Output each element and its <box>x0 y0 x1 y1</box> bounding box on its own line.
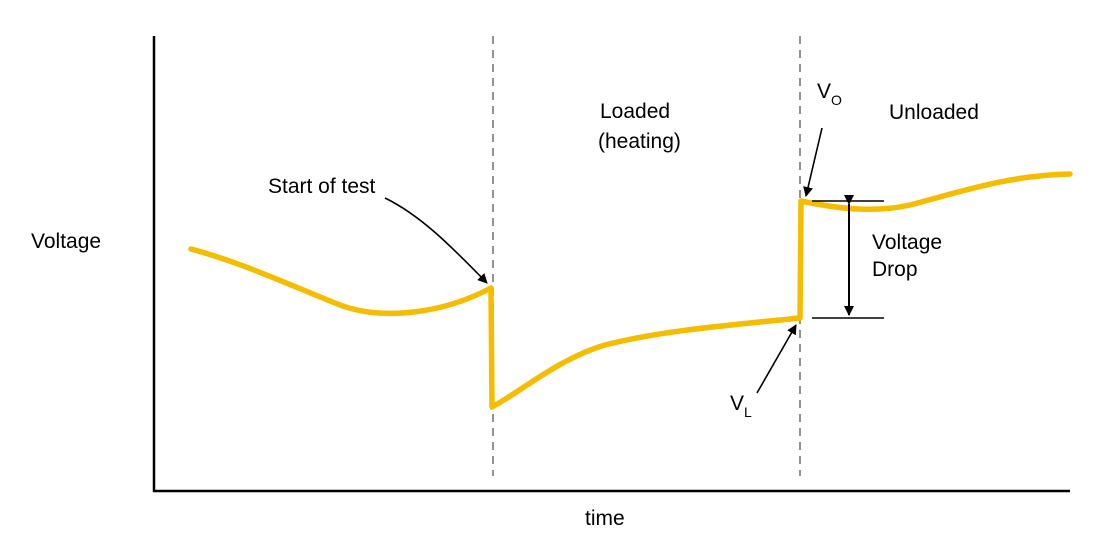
vl-label: VL <box>730 392 752 420</box>
vo-label: VO <box>817 80 842 108</box>
vo-pointer-arrow <box>803 127 823 197</box>
heating-label: (heating) <box>598 130 681 153</box>
start-of-test-arrow <box>384 197 488 284</box>
unloaded-label: Unloaded <box>889 101 979 124</box>
vl-label-main: V <box>730 392 744 415</box>
loaded-label: Loaded <box>600 100 670 123</box>
voltage-drop-label-line2: Drop <box>872 258 918 281</box>
voltage-curve <box>188 171 1073 410</box>
vl-pointer-arrow <box>756 324 797 394</box>
vo-label-main: V <box>817 80 831 103</box>
voltage-drop-label-line1: Voltage <box>872 231 942 254</box>
start-of-test-label: Start of test <box>268 175 376 198</box>
x-axis-label: time <box>585 507 625 530</box>
y-axis-label: Voltage <box>31 230 101 253</box>
vl-label-subscript: L <box>744 404 752 420</box>
vo-label-subscript: O <box>831 92 842 108</box>
